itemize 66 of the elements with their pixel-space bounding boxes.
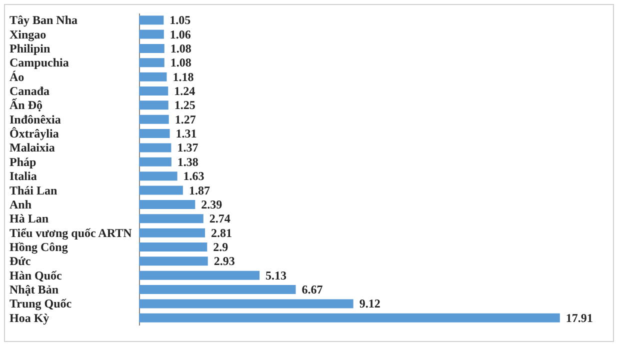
y-tick-label: Tiểu vương quốc ARTN: [10, 226, 132, 240]
y-tick-label: Xingao: [10, 27, 46, 42]
data-label: 1.63: [183, 169, 204, 184]
data-label: 1.24: [174, 84, 196, 98]
data-label: 1.18: [172, 70, 194, 84]
bar: [139, 16, 164, 25]
data-label: 1.05: [170, 13, 191, 28]
y-tick-label: Ôxtrâylia: [10, 126, 59, 141]
y-tick-label: Tây Ban Nha: [10, 13, 78, 28]
y-tick-label: Trung Quốc: [10, 296, 72, 311]
bar: [139, 58, 164, 68]
bar: [139, 30, 164, 39]
bar: [139, 44, 164, 53]
data-label: 1.27: [174, 112, 196, 126]
y-tick-label: Inđônêxia: [10, 112, 61, 126]
y-tick-label: Campuchia: [10, 56, 69, 70]
y-tick-label: Đức: [10, 254, 32, 268]
y-tick-label: Hồng Công: [10, 240, 68, 254]
data-label: 1.87: [188, 183, 210, 198]
data-label: 1.31: [176, 126, 197, 141]
y-tick-label: Ấn Độ: [10, 98, 43, 112]
data-label: 2.81: [211, 226, 232, 240]
y-tick-label: Philipin: [10, 41, 51, 56]
y-tick-label: Italia: [10, 169, 37, 184]
bar: [139, 242, 208, 252]
y-tick-label: Hàn Quốc: [10, 268, 63, 282]
bar: [139, 313, 560, 322]
bar: [139, 200, 196, 209]
y-tick-label: Nhật Bản: [10, 282, 59, 297]
bar: [139, 186, 183, 195]
y-tick-label: Malaixia: [10, 140, 55, 155]
data-label: 1.08: [170, 56, 192, 70]
bar: [139, 72, 167, 82]
bar: [139, 256, 208, 266]
data-label: 5.13: [266, 268, 287, 282]
data-label: 17.91: [566, 310, 593, 325]
data-label: 2.39: [201, 197, 222, 212]
data-label: 6.67: [302, 282, 323, 297]
bar: [139, 270, 260, 280]
bar: [139, 114, 169, 124]
y-tick-label: Thái Lan: [10, 183, 58, 198]
y-tick-label: Hà Lan: [10, 212, 49, 226]
bar: [139, 86, 168, 96]
bar: [139, 172, 178, 181]
data-label: 2.9: [213, 240, 228, 254]
bar: [139, 157, 172, 166]
bar: [139, 285, 296, 294]
y-tick-label: Hoa Kỳ: [10, 310, 50, 325]
data-label: 1.25: [174, 98, 196, 112]
data-label: 1.08: [170, 41, 192, 56]
bar: [139, 228, 206, 238]
y-tick-label: Áo: [10, 70, 24, 84]
data-label: 1.06: [170, 27, 191, 42]
bar: [139, 143, 172, 152]
data-label: 1.37: [177, 140, 198, 155]
bar: [139, 214, 204, 224]
y-tick-label: Canađa: [10, 84, 50, 98]
data-label: 1.38: [177, 154, 198, 169]
bar: [139, 299, 354, 308]
y-tick-label: Pháp: [10, 154, 37, 169]
data-label: 2.93: [214, 254, 235, 268]
bar: [139, 100, 168, 110]
data-label: 9.12: [359, 296, 380, 311]
y-tick-label: Anh: [10, 197, 32, 212]
bar: [139, 129, 170, 138]
data-label: 2.74: [209, 212, 230, 226]
